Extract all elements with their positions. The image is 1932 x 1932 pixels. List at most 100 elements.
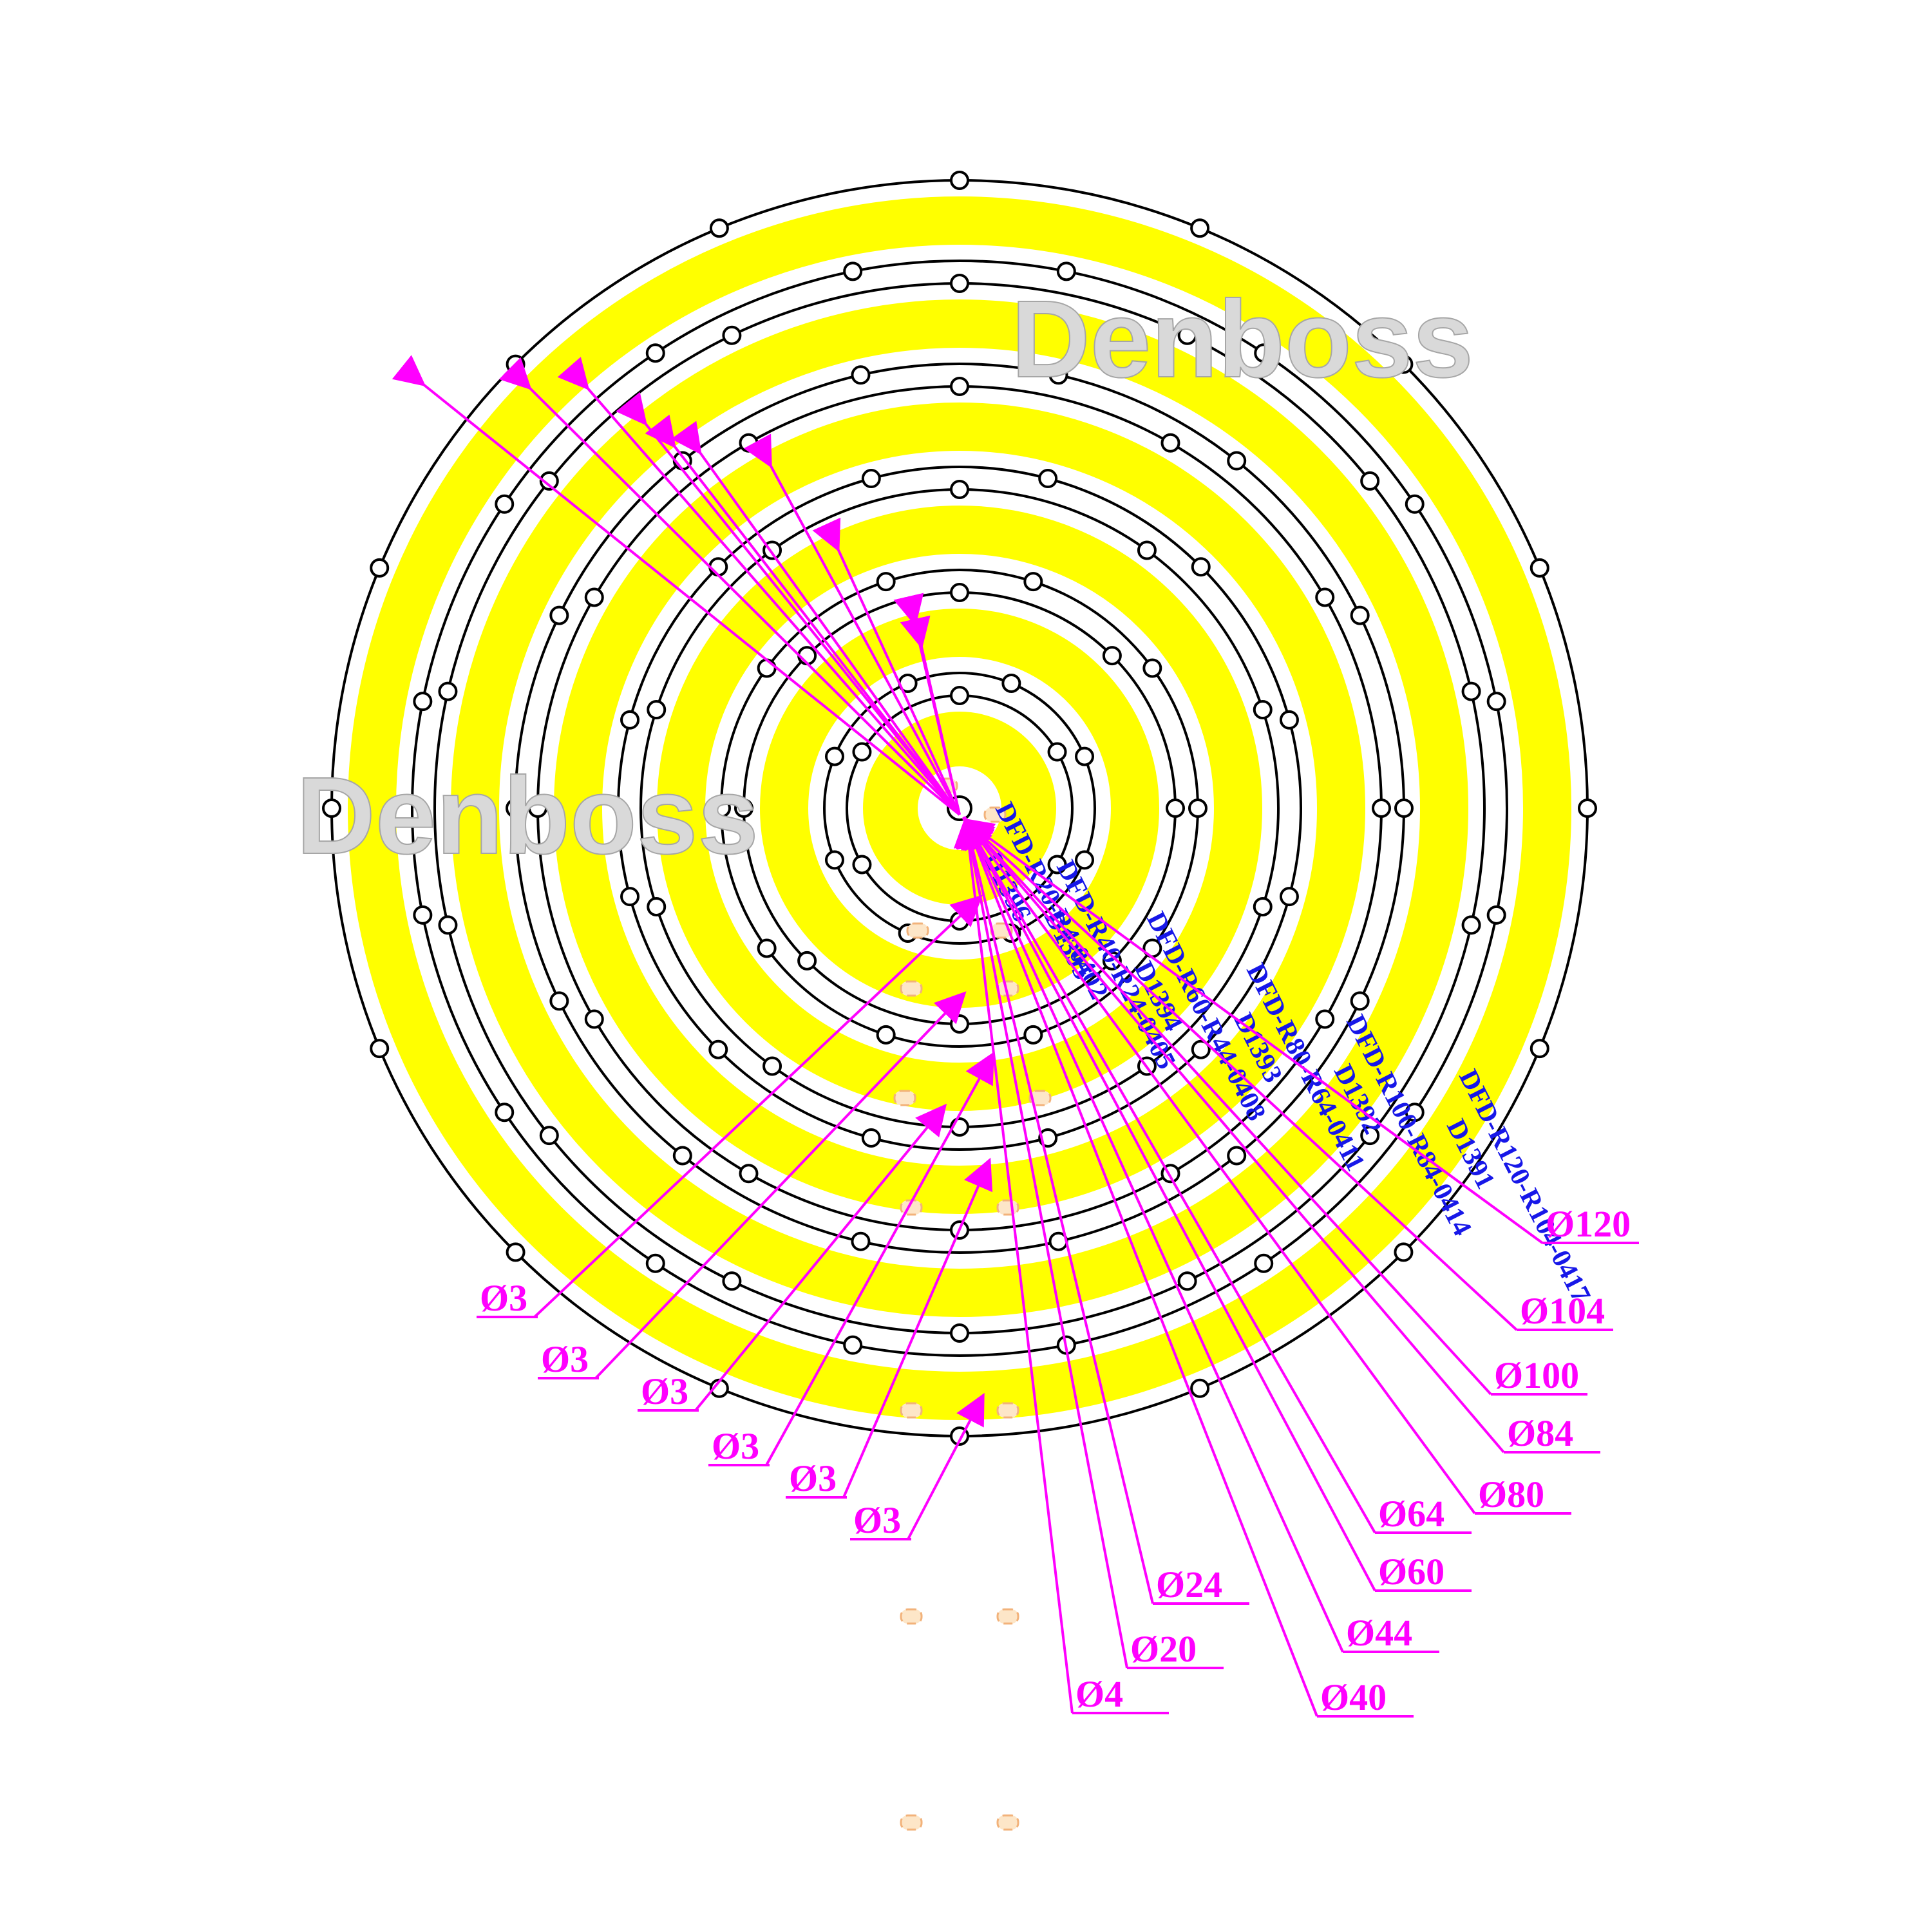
- mounting-hole: [900, 1402, 923, 1419]
- edge-notch: [824, 850, 844, 870]
- edge-notch: [851, 365, 871, 385]
- hole-dimension: Ø3: [786, 1157, 993, 1499]
- edge-notch: [1372, 799, 1391, 818]
- edge-notch: [1227, 1146, 1247, 1166]
- edge-notch: [1486, 905, 1506, 925]
- hole-dimension: Ø3: [538, 991, 967, 1380]
- edge-notch: [322, 799, 341, 818]
- edge-notch: [1075, 850, 1095, 870]
- edge-notch: [1253, 896, 1273, 916]
- mounting-hole: [1028, 1090, 1052, 1106]
- leader-line: [962, 817, 1518, 1331]
- leader-line: [962, 817, 1492, 1396]
- watermark-top: Denboss: [1011, 278, 1473, 401]
- edge-notch: [734, 799, 753, 818]
- ring-inner-edge: [617, 466, 1302, 1151]
- mounting-holes-layer: [893, 777, 1052, 1831]
- edge-notch: [1191, 1039, 1211, 1059]
- diameter-label: Ø64: [1378, 1493, 1444, 1535]
- ring-inner-edge: [411, 260, 1508, 1357]
- edge-notch: [797, 951, 817, 971]
- edge-notch: [1253, 700, 1273, 720]
- leader-line: [694, 1103, 947, 1412]
- hole-diameter-label: Ø3: [641, 1370, 688, 1412]
- edge-notch: [950, 1014, 969, 1034]
- edge-notch: [549, 991, 569, 1011]
- leader-line: [956, 816, 1154, 1604]
- led-band: [760, 609, 1159, 1008]
- hole-diameter-label: Ø3: [789, 1457, 837, 1499]
- diameter-label: Ø44: [1346, 1612, 1412, 1654]
- edge-notch: [1047, 855, 1067, 875]
- edge-notch: [762, 1056, 782, 1076]
- edge-notch: [843, 261, 863, 281]
- edge-notch: [370, 1039, 390, 1059]
- edge-notch: [549, 605, 569, 625]
- edge-notch: [722, 325, 742, 345]
- mounting-hole: [996, 1402, 1019, 1419]
- edge-notch: [370, 558, 390, 578]
- edge-notch: [1530, 558, 1549, 578]
- edge-notch: [950, 583, 969, 602]
- edge-notch: [506, 354, 526, 374]
- edge-notch: [1023, 572, 1043, 592]
- leader-line: [616, 392, 961, 816]
- diameter-label: Ø80: [1478, 1473, 1544, 1515]
- diameter-dimension: Ø20: [955, 816, 1224, 1670]
- diameter-dimension: Ø120: [961, 818, 1639, 1245]
- edge-notch: [1486, 692, 1506, 712]
- leader-line: [963, 816, 1376, 1591]
- edge-notch: [620, 710, 640, 730]
- edge-notch: [712, 799, 731, 818]
- edge-notch: [620, 887, 640, 907]
- edge-notch: [950, 274, 969, 293]
- edge-notch: [438, 915, 458, 935]
- edge-notch: [1350, 605, 1370, 625]
- edge-notch: [1023, 1025, 1043, 1045]
- leader-line: [812, 517, 961, 815]
- led-ring-3: [528, 377, 1391, 1240]
- leader-line: [900, 615, 961, 815]
- mounting-hole: [900, 1608, 923, 1625]
- edge-notch: [824, 746, 844, 766]
- leader-line: [765, 1051, 994, 1466]
- diameter-dimension: Ø44: [962, 816, 1439, 1654]
- diameter-dimension: Ø24: [956, 816, 1249, 1605]
- edge-notch: [852, 742, 872, 762]
- leader-line: [962, 816, 1344, 1653]
- hole-dimension: Ø3: [638, 1103, 947, 1412]
- edge-notch: [1137, 540, 1157, 560]
- edge-notch: [861, 1128, 881, 1148]
- edge-notch: [1578, 799, 1597, 818]
- leader-line: [671, 421, 961, 816]
- leader-line: [498, 357, 961, 816]
- edge-notch: [1160, 433, 1180, 453]
- edge-notch: [1102, 646, 1122, 666]
- edge-notch: [1360, 1126, 1380, 1146]
- edge-notch: [950, 1323, 969, 1343]
- edge-notch: [1177, 1271, 1197, 1291]
- edge-notch: [1102, 951, 1122, 971]
- edge-notch: [645, 343, 665, 363]
- edge-notch: [1227, 451, 1247, 471]
- edge-notch: [1315, 587, 1335, 607]
- edge-notch: [1188, 799, 1208, 818]
- edge-notch: [584, 1009, 604, 1029]
- edge-notch: [1279, 887, 1299, 907]
- edge-notch: [1254, 1253, 1274, 1273]
- mounting-hole: [906, 922, 929, 939]
- edge-notch: [950, 686, 969, 705]
- edge-notch: [645, 1253, 665, 1273]
- edge-notch: [647, 700, 667, 720]
- edge-notch: [438, 681, 458, 701]
- edge-notch: [950, 171, 969, 190]
- edge-notch: [1142, 658, 1162, 678]
- edge-notch: [1048, 365, 1068, 385]
- edge-notch: [495, 1103, 515, 1122]
- hole-diameter-label: Ø3: [853, 1499, 901, 1541]
- edge-notch: [1038, 469, 1058, 489]
- edge-notch: [1461, 915, 1481, 935]
- diameter-label: Ø20: [1130, 1628, 1197, 1670]
- hole-diameter-label: Ø3: [712, 1425, 759, 1467]
